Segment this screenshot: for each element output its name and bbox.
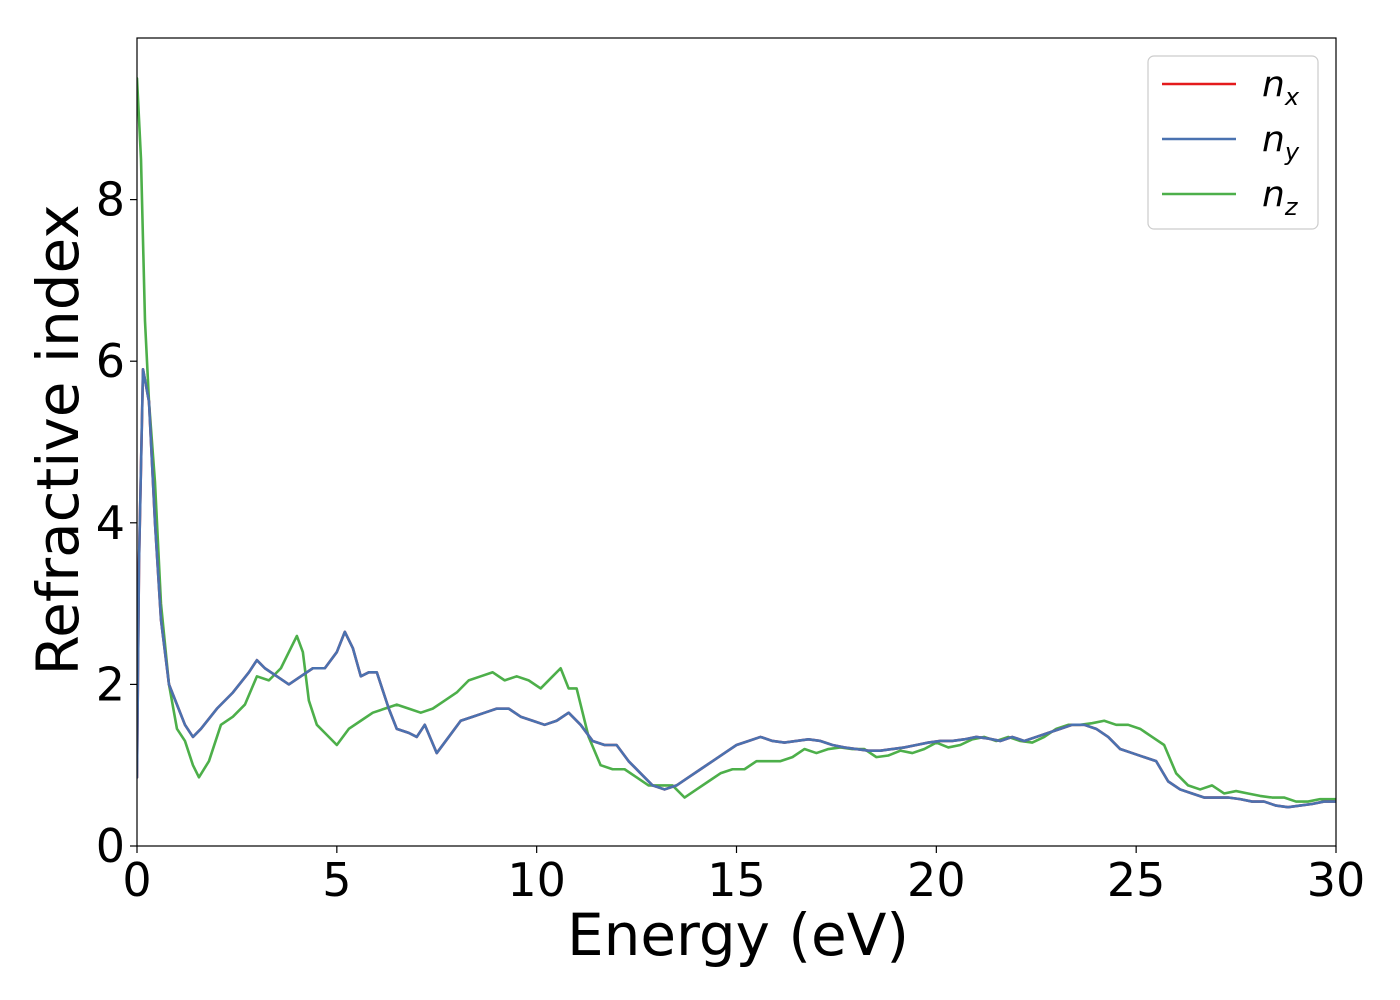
x-tick-label: 5 [322, 853, 351, 907]
series-line-nz [137, 77, 1336, 803]
axes-layer: 0 5 10 15 20 25 30 0 2 4 6 8 [96, 37, 1366, 907]
y-tick-label: 4 [96, 496, 125, 550]
series-line-ny [137, 367, 1336, 809]
plot-background [137, 38, 1336, 846]
plot-area [137, 38, 1336, 846]
y-tick-label: 2 [96, 657, 125, 711]
x-tick-label: 0 [122, 853, 151, 907]
y-tick-label: 0 [96, 819, 125, 873]
x-tick-label: 15 [707, 853, 766, 907]
y-tick-label: 8 [96, 173, 125, 227]
x-tick-label: 20 [907, 853, 966, 907]
x-tick-label: 30 [1307, 853, 1366, 907]
legend-box [1147, 55, 1319, 230]
legend-label-ny: ny [1262, 119, 1300, 166]
y-tick-label: 6 [96, 334, 125, 388]
x-tick-label: 10 [507, 853, 566, 907]
x-axis-title: Energy (eV) [567, 901, 909, 969]
series-layer [137, 77, 1336, 809]
y-axis-title: Refractive index [24, 204, 92, 675]
x-tick-label: 25 [1107, 853, 1166, 907]
legend-label-nx: nx [1262, 64, 1300, 111]
